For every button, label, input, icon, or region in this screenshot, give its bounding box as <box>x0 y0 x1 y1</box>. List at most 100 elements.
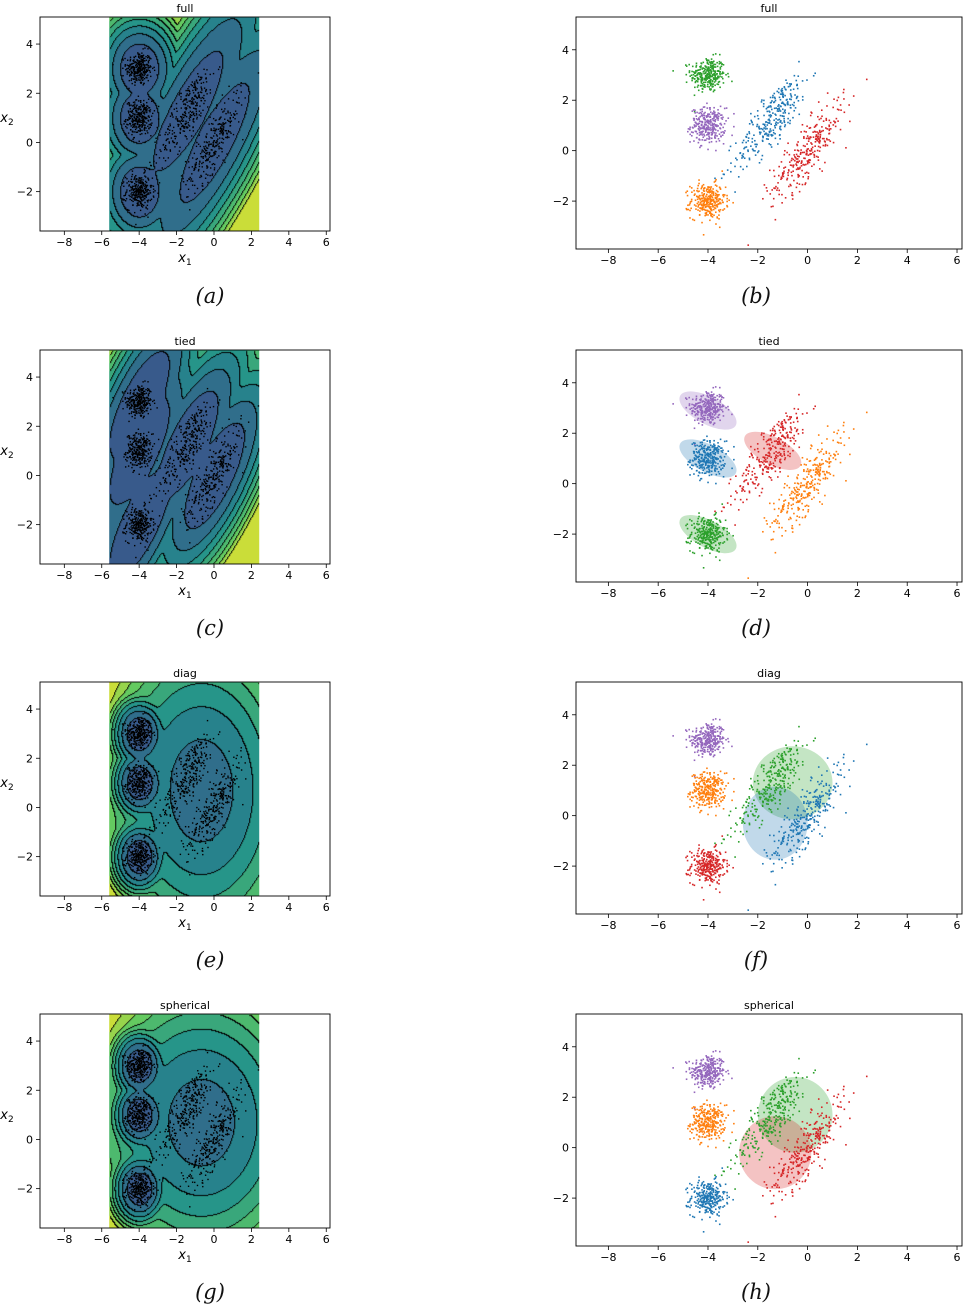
data-point <box>173 465 176 467</box>
data-point <box>188 178 191 180</box>
data-point <box>721 63 723 66</box>
data-point <box>238 97 240 99</box>
data-point <box>720 398 723 401</box>
data-point <box>174 470 177 473</box>
data-point <box>143 402 146 405</box>
data-point <box>222 129 225 131</box>
data-point <box>189 449 192 451</box>
data-point <box>705 116 708 118</box>
data-point <box>218 146 220 148</box>
data-point <box>172 449 174 451</box>
data-point <box>741 154 743 157</box>
data-point <box>720 135 722 137</box>
data-point <box>700 411 703 414</box>
data-point <box>722 142 725 145</box>
data-point <box>787 117 789 120</box>
data-point <box>824 145 827 147</box>
data-point <box>145 69 148 71</box>
data-point <box>192 120 194 122</box>
data-point <box>823 137 825 140</box>
data-point <box>141 401 144 403</box>
data-point <box>182 181 185 183</box>
data-point <box>821 115 823 118</box>
data-point <box>189 542 191 544</box>
data-point <box>203 87 206 89</box>
data-point <box>701 134 704 136</box>
data-point <box>168 475 171 477</box>
data-point <box>141 409 143 411</box>
data-point <box>134 197 136 200</box>
data-point <box>194 517 196 520</box>
data-point <box>176 118 179 120</box>
data-point <box>136 72 138 74</box>
data-point <box>169 123 171 125</box>
data-point <box>170 105 173 108</box>
data-point <box>169 124 171 127</box>
data-point <box>184 98 186 100</box>
data-point <box>750 119 752 122</box>
data-point <box>137 446 139 448</box>
data-point <box>686 194 689 197</box>
data-point <box>150 497 152 500</box>
data-point <box>769 143 772 146</box>
data-point <box>784 88 787 91</box>
data-point <box>704 131 707 133</box>
data-point <box>167 133 169 136</box>
data-point <box>184 107 186 109</box>
data-point <box>703 416 706 419</box>
data-point <box>797 176 800 178</box>
data-point <box>198 412 201 414</box>
data-point <box>722 173 725 176</box>
data-point <box>222 467 224 469</box>
data-point <box>811 165 813 168</box>
data-point <box>142 456 144 458</box>
data-point <box>142 445 144 447</box>
data-point <box>817 136 819 139</box>
data-point <box>226 153 228 155</box>
data-point <box>199 493 201 495</box>
data-point <box>220 449 222 451</box>
data-point <box>129 115 132 117</box>
data-point <box>196 81 199 84</box>
data-point <box>133 119 136 122</box>
data-point <box>717 452 719 454</box>
data-point <box>138 521 140 524</box>
data-point <box>770 146 773 148</box>
data-point <box>806 150 808 153</box>
data-point <box>228 469 230 472</box>
data-point <box>144 124 146 126</box>
data-point <box>128 75 131 77</box>
data-point <box>693 119 695 122</box>
data-point <box>189 509 191 512</box>
data-point <box>805 153 808 156</box>
data-point <box>190 513 192 515</box>
data-point <box>756 151 759 154</box>
data-point <box>702 195 705 198</box>
data-point <box>696 74 698 77</box>
data-point <box>714 134 717 136</box>
data-point <box>134 198 136 201</box>
data-point <box>709 63 712 65</box>
x-axis-label: x1 <box>177 584 191 601</box>
data-point <box>703 134 706 137</box>
data-point <box>142 512 144 514</box>
data-point <box>806 148 809 151</box>
data-point <box>708 107 711 109</box>
data-point <box>132 437 135 439</box>
data-point <box>130 519 132 521</box>
data-point <box>144 546 146 548</box>
data-point <box>207 174 209 176</box>
data-point <box>139 73 141 76</box>
data-point <box>199 176 201 179</box>
data-point <box>133 457 136 459</box>
data-point <box>203 478 205 481</box>
data-point <box>699 401 701 404</box>
data-point <box>807 160 809 163</box>
data-point <box>704 111 706 114</box>
data-point <box>694 80 697 83</box>
data-point <box>685 398 688 400</box>
data-point <box>147 105 149 108</box>
data-point <box>140 405 143 407</box>
data-point <box>149 161 151 164</box>
data-point <box>195 413 198 415</box>
